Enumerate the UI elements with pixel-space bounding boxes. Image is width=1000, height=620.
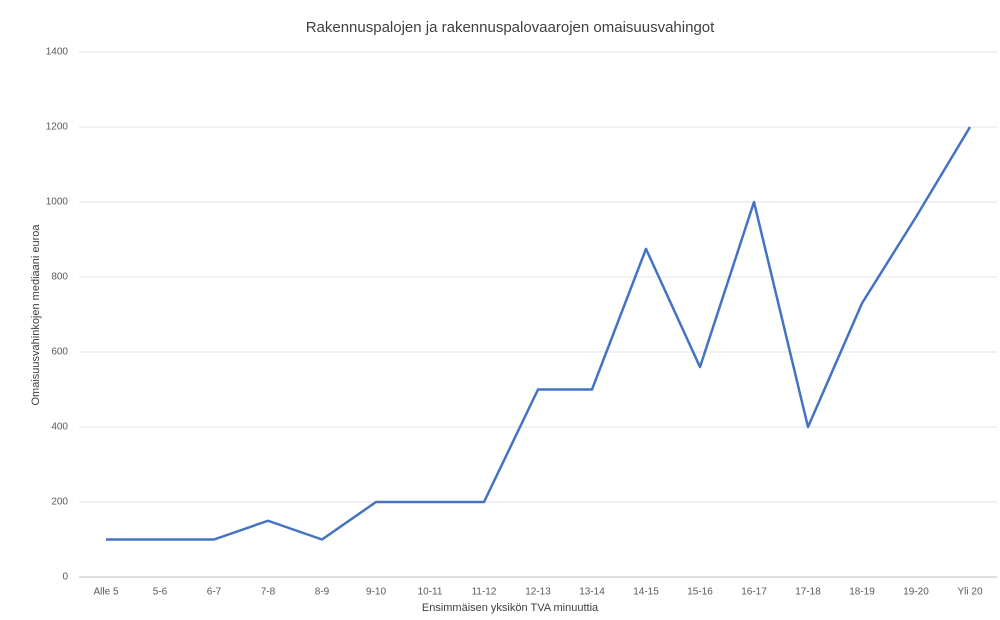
y-tick-label: 1200	[46, 122, 69, 133]
chart-title: Rakennuspalojen ja rakennuspalovaarojen …	[306, 19, 715, 36]
y-tick-label: 400	[51, 422, 68, 433]
x-tick-label: 8-9	[315, 587, 330, 598]
line	[106, 126, 972, 541]
x-tick-label: 7-8	[261, 587, 276, 598]
x-tick-label: Alle 5	[93, 587, 118, 598]
x-axis-title: Ensimmäisen yksikön TVA minuuttia	[422, 602, 599, 614]
y-tick-label: 200	[51, 497, 68, 508]
y-tick-label: 1400	[46, 47, 69, 58]
y-tick-label: 1000	[46, 197, 69, 208]
y-tick-label: 0	[62, 572, 68, 583]
y-tick-label: 800	[51, 272, 68, 283]
x-tick-label: 16-17	[741, 587, 767, 598]
x-tick-label: Yli 20	[957, 587, 982, 598]
y-tick-label: 600	[51, 347, 68, 358]
x-tick-label: 18-19	[849, 587, 875, 598]
x-tick-label: 11-12	[472, 587, 497, 598]
x-tick-label: 6-7	[207, 587, 222, 598]
x-tick-label: 12-13	[525, 587, 551, 598]
x-tick-label: 5-6	[153, 587, 168, 598]
x-tick-label: 15-16	[687, 587, 713, 598]
x-tick-label: 17-18	[795, 587, 821, 598]
x-tick-label: 13-14	[579, 587, 605, 598]
y-axis-title: Omaisuusvahinkojen mediaani euroa	[30, 224, 42, 406]
x-tick-label: 9-10	[366, 587, 386, 598]
x-tick-label: 19-20	[903, 587, 929, 598]
x-tick-label: 10-11	[418, 587, 443, 598]
x-tick-label: 14-15	[633, 587, 659, 598]
